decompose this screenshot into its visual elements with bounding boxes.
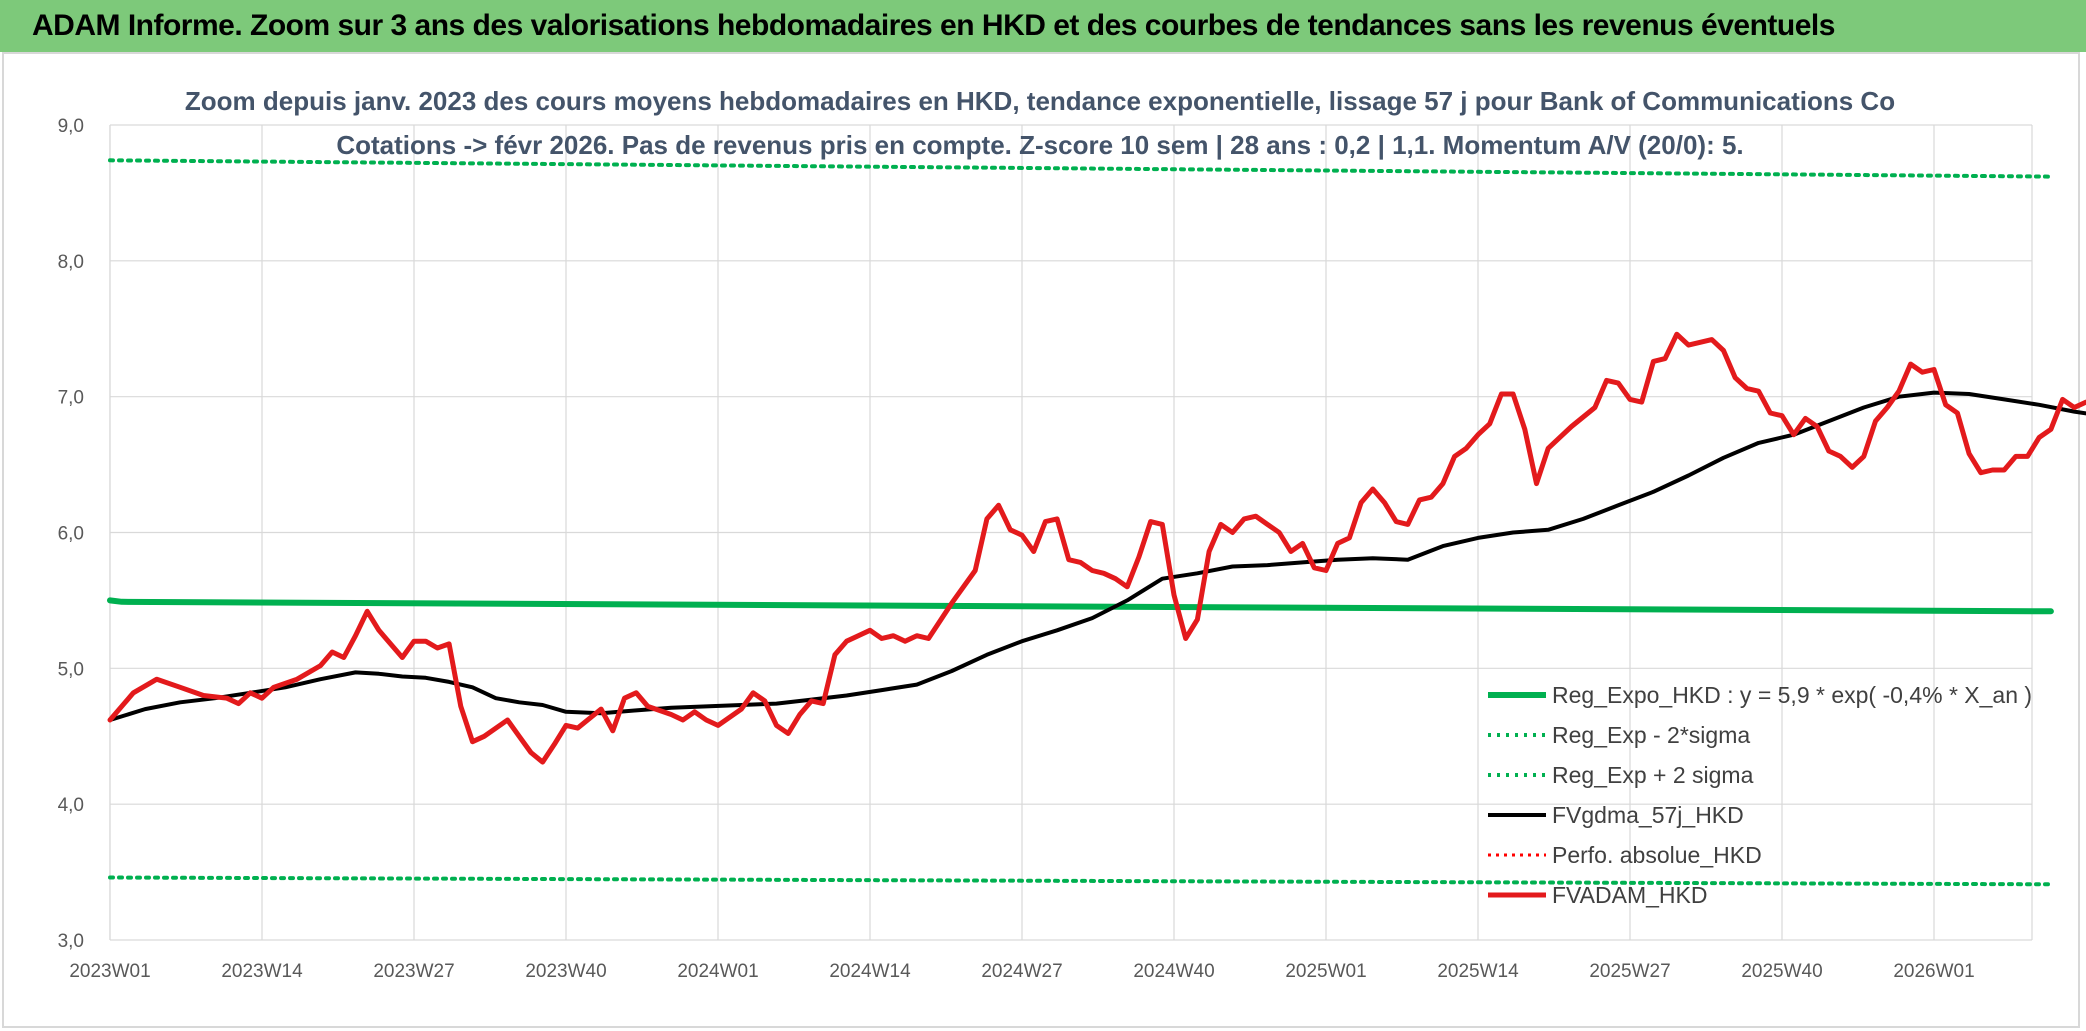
y-tick-label: 9,0 xyxy=(58,116,84,137)
x-tick-label: 2025W01 xyxy=(1285,961,1366,982)
x-tick-label: 2023W01 xyxy=(69,961,150,982)
x-tick-label: 2024W01 xyxy=(677,961,758,982)
x-tick-label: 2026W01 xyxy=(1893,961,1974,982)
x-tick-label: 2025W27 xyxy=(1589,961,1670,982)
x-tick-label: 2023W14 xyxy=(221,961,303,982)
series-reg-exp-plus-2sigma xyxy=(108,158,2053,179)
x-tick-label: 2024W14 xyxy=(829,961,911,982)
legend-label-series-reg-exp-plus-2sigma: Reg_Exp + 2 sigma xyxy=(1552,762,1754,788)
series-reg-exp-minus-2sigma xyxy=(108,875,2053,887)
x-tick-label: 2023W40 xyxy=(525,961,606,982)
y-axis-tick-labels: 3,0 4,0 5,0 6,0 7,0 8,0 9,0 xyxy=(58,116,84,952)
y-tick-label: 4,0 xyxy=(58,795,84,816)
chart-frame xyxy=(2,52,2080,1028)
x-tick-label: 2025W14 xyxy=(1437,961,1519,982)
legend-label-series-reg-exp-minus-2sigma: Reg_Exp - 2*sigma xyxy=(1552,722,1750,748)
x-axis-tick-labels: 2023W01 2023W14 2023W27 2023W40 2024W01 2024W… xyxy=(69,961,1974,982)
x-tick-label: 2024W27 xyxy=(981,961,1062,982)
legend-label-series-fvgdma-57j: FVgdma_57j_HKD xyxy=(1552,802,1744,828)
x-tick-label: 2023W27 xyxy=(373,961,454,982)
series-fvgdma-57j xyxy=(108,390,2086,722)
legend-label-series-fvadam: FVADAM_HKD xyxy=(1552,882,1708,908)
series-fvadam xyxy=(107,331,2086,765)
chart-gridlines xyxy=(109,124,2033,941)
legend-label-series-perfo-absolue: Perfo. absolue_HKD xyxy=(1552,842,1762,868)
y-tick-label: 8,0 xyxy=(58,252,84,273)
series-reg-expo xyxy=(107,597,2054,615)
y-tick-label: 6,0 xyxy=(58,524,84,545)
x-tick-label: 2024W40 xyxy=(1133,961,1214,982)
chart-legend: Reg_Expo_HKD : y = 5,9 * exp( -0,4% * X_… xyxy=(1488,682,2032,908)
chart-series xyxy=(107,158,2086,887)
y-tick-label: 5,0 xyxy=(58,659,84,680)
legend-label-series-reg-expo: Reg_Expo_HKD : y = 5,9 * exp( -0,4% * X_… xyxy=(1552,682,2032,708)
y-tick-label: 7,0 xyxy=(58,388,84,409)
chart-subtitle-line-2: Cotations -> févr 2026. Pas de revenus p… xyxy=(336,130,1743,160)
report-title-banner: ADAM Informe. Zoom sur 3 ans des valoris… xyxy=(0,0,2086,52)
y-tick-label: 3,0 xyxy=(58,931,84,952)
report-title: ADAM Informe. Zoom sur 3 ans des valoris… xyxy=(32,9,1835,42)
x-tick-label: 2025W40 xyxy=(1741,961,1822,982)
chart-subtitle-line-1: Zoom depuis janv. 2023 des cours moyens … xyxy=(185,86,1895,116)
